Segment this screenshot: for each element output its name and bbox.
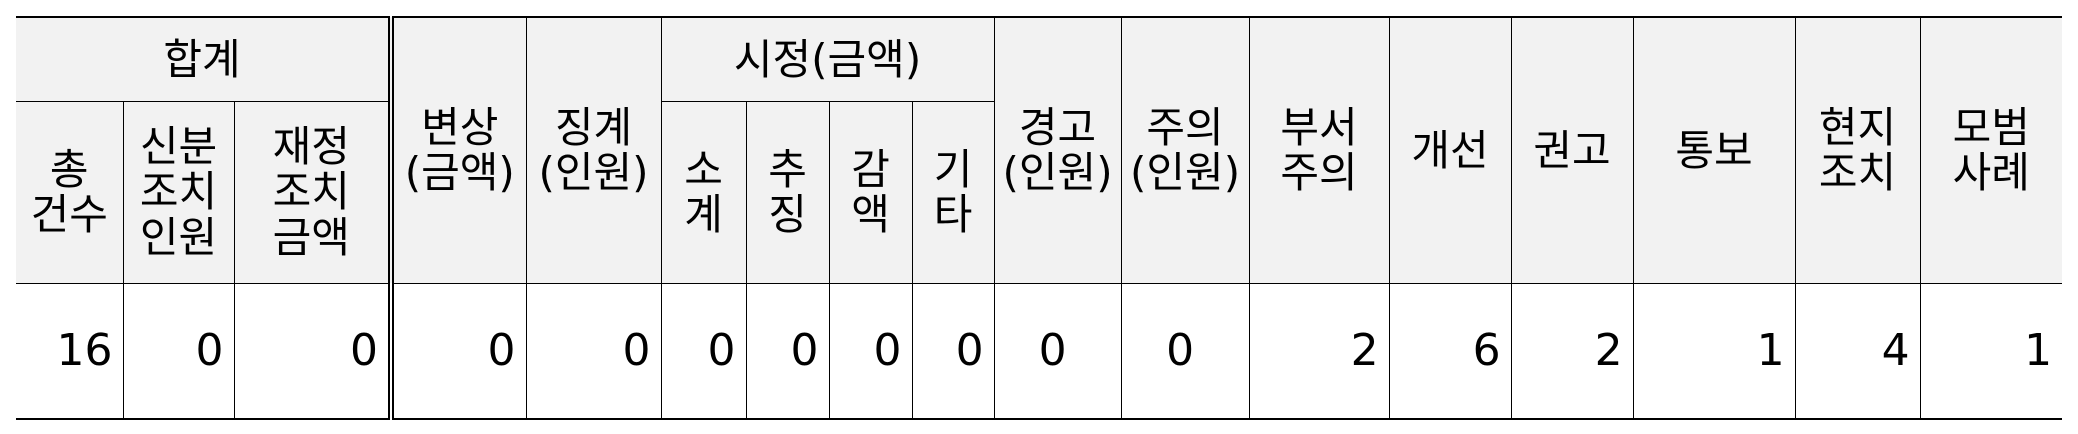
value-correction-collect: 0 xyxy=(745,282,830,420)
header-total-group: 합계 xyxy=(16,16,395,102)
value-notification: 1 xyxy=(1632,282,1796,420)
header-correction-reduce: 감 액 xyxy=(828,100,913,284)
header-correction-group: 시정(금액) xyxy=(660,16,995,102)
header-compensation: 변상 (금액) xyxy=(390,16,527,284)
header-correction-collect: 추 징 xyxy=(745,100,830,284)
header-correction-subtotal: 소 계 xyxy=(660,100,747,284)
header-improvement: 개선 xyxy=(1388,16,1512,284)
header-notification: 통보 xyxy=(1632,16,1796,284)
header-recommendation: 권고 xyxy=(1510,16,1634,284)
value-recommendation: 2 xyxy=(1510,282,1634,420)
value-compensation: 0 xyxy=(390,282,527,420)
header-caution: 주의 (인원) xyxy=(1120,16,1250,284)
header-financial-action: 재정 조치 금액 xyxy=(233,100,395,284)
header-personnel-action: 신분 조치 인원 xyxy=(122,100,235,284)
header-warning: 경고 (인원) xyxy=(993,16,1122,284)
header-discipline: 징계 (인원) xyxy=(525,16,662,284)
audit-results-table: 합계 변상 (금액) 징계 (인원) 시정(금액) 경고 (인원) 주의 (인원… xyxy=(16,16,2063,420)
value-dept-caution: 2 xyxy=(1248,282,1390,420)
value-best-practice: 1 xyxy=(1919,282,2063,420)
value-personnel-action: 0 xyxy=(122,282,235,420)
value-discipline: 0 xyxy=(525,282,662,420)
header-total-count: 총 건수 xyxy=(16,100,124,284)
value-financial-action: 0 xyxy=(233,282,395,420)
value-correction-other: 0 xyxy=(911,282,995,420)
header-best-practice: 모범 사례 xyxy=(1919,16,2063,284)
header-dept-caution: 부서 주의 xyxy=(1248,16,1390,284)
header-onsite-action: 현지 조치 xyxy=(1794,16,1921,284)
value-improvement: 6 xyxy=(1388,282,1512,420)
value-correction-subtotal: 0 xyxy=(660,282,747,420)
header-correction-other: 기 타 xyxy=(911,100,995,284)
value-caution: 0 xyxy=(1120,282,1250,420)
value-warning: 0 xyxy=(993,282,1122,420)
value-total-count: 16 xyxy=(16,282,124,420)
value-onsite-action: 4 xyxy=(1794,282,1921,420)
value-correction-reduce: 0 xyxy=(828,282,913,420)
